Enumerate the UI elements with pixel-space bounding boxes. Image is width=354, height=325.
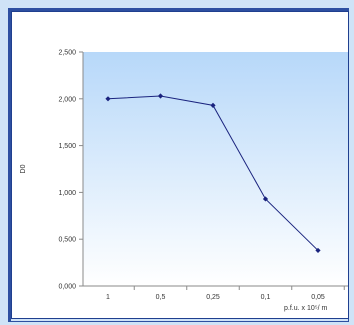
line-chart: 0,000 0,500 1,000 1,500 2,000 2,500 1 0,5 0,25 0… bbox=[20, 50, 348, 312]
x-tick-label: 0,05 bbox=[311, 294, 325, 301]
x-tick-label: 0,1 bbox=[261, 294, 271, 301]
y-tick-label: 0,000 bbox=[58, 284, 76, 291]
y-tick-label: 2,500 bbox=[58, 50, 76, 57]
y-tick-label: 2,000 bbox=[58, 96, 76, 103]
data-point-marker bbox=[157, 93, 164, 99]
y-tick-label: 1,500 bbox=[58, 143, 76, 150]
axes bbox=[82, 52, 348, 287]
y-axis-label: D0 bbox=[20, 164, 27, 173]
y-tick-labels: 0,000 0,500 1,000 1,500 2,000 2,500 bbox=[58, 50, 83, 291]
data-point-marker bbox=[105, 96, 111, 102]
series-group bbox=[105, 93, 321, 254]
x-axis-label: p.f.u. x 10⁵/ m bbox=[284, 305, 328, 312]
y-tick-label: 1,000 bbox=[58, 190, 76, 197]
x-tick-label: 1 bbox=[106, 294, 110, 301]
x-tick-labels: 1 0,5 0,25 0,1 0,05 bbox=[106, 286, 345, 301]
data-point-marker bbox=[210, 102, 216, 108]
chart-area: 0,000 0,500 1,000 1,500 2,000 2,500 1 0,5 0,25 0… bbox=[11, 11, 349, 319]
y-tick-label: 0,500 bbox=[58, 237, 76, 244]
plot-background bbox=[83, 52, 348, 286]
data-point-marker bbox=[262, 196, 269, 202]
x-tick-label: 0,25 bbox=[206, 294, 220, 301]
x-tick-label: 0,5 bbox=[156, 294, 166, 301]
data-point-marker bbox=[315, 247, 321, 254]
